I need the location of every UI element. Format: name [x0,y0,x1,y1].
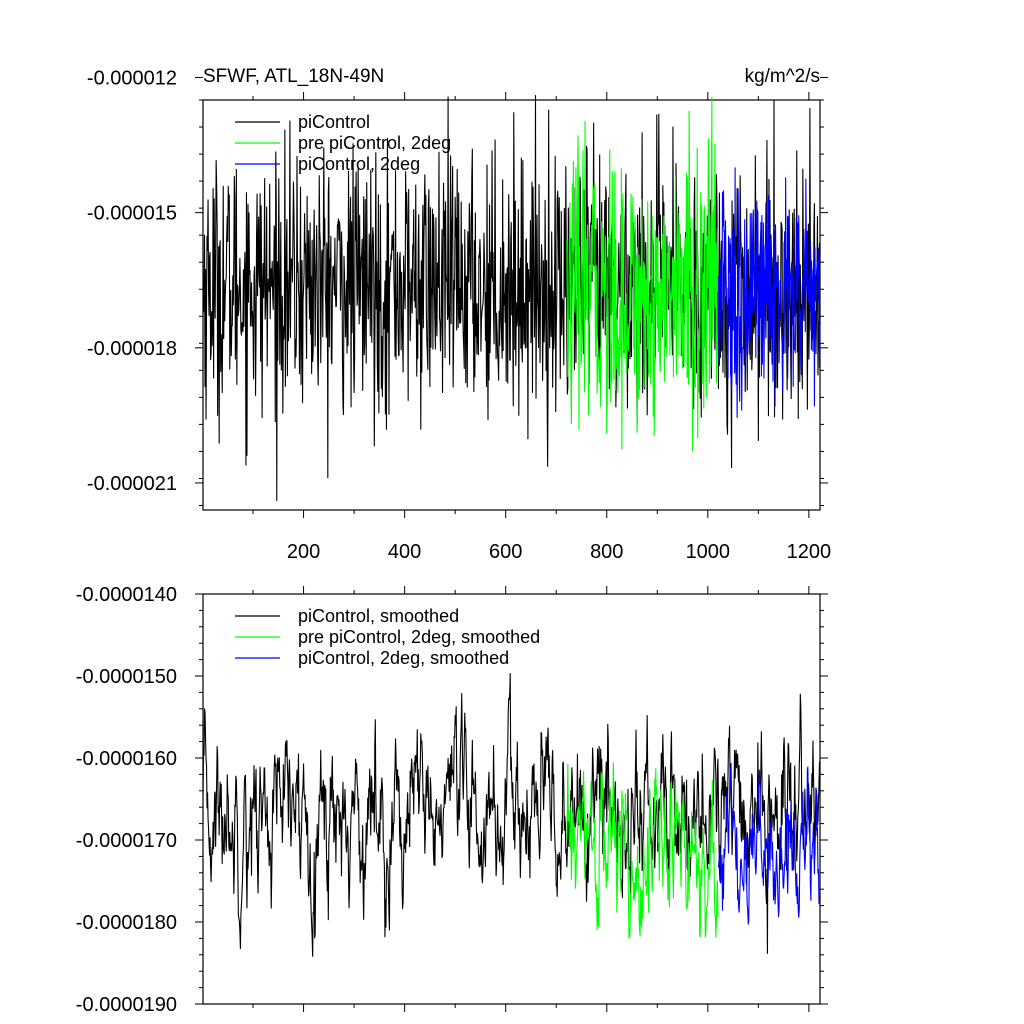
top-ticks: 200 400 600 800 1000 1200 -0.000012 -0.000015 -0… [87,67,831,563]
y-tick-label: -0.0000190 [76,994,177,1016]
legend-label: piControl, 2deg, smoothed [298,648,509,668]
x-tick-label: 1200 [787,541,832,563]
legend-label: piControl, 2deg [298,154,420,174]
top-series-group [202,94,821,502]
top-plot-units: kg/m^2/s [745,66,820,87]
y-tick-label: -0.0000140 [76,584,177,606]
x-tick-label: 1000 [686,541,731,563]
y-tick-label: -0.0000160 [76,748,177,770]
bottom-ticks: -0.0000140 -0.0000150 -0.0000160 -0.0000170… [76,584,828,1016]
y-tick-label: -0.000012 [87,67,177,89]
series-line-bottom-0 [202,672,821,957]
y-tick-label: -0.000015 [87,203,177,225]
top-plot: 200 400 600 800 1000 1200 -0.000012 -0.000015 -0… [87,66,831,563]
series-line-bottom-1 [566,762,719,939]
x-tick-label: 400 [388,541,421,563]
legend-label: pre piControl, 2deg [298,133,451,153]
y-tick-label: -0.000021 [87,473,177,495]
series-line-bottom-2 [717,762,821,925]
y-tick-label: -0.0000180 [76,912,177,934]
y-tick-label: -0.000018 [87,338,177,360]
top-plot-title: SFWF, ATL_18N-49N [203,66,384,87]
legend-label: piControl, smoothed [298,606,459,626]
legend-label: pre piControl, 2deg, smoothed [298,627,540,647]
x-tick-label: 200 [287,541,320,563]
y-tick-label: -0.0000170 [76,830,177,852]
legend-label: piControl [298,112,370,132]
x-tick-label: 600 [489,541,522,563]
series-line-top-0 [202,94,821,502]
y-tick-label: -0.0000150 [76,666,177,688]
series-line-top-1 [566,96,719,452]
bottom-series-group [202,672,821,957]
x-tick-label: 800 [590,541,623,563]
series-line-top-2 [717,167,821,418]
bottom-plot: -0.0000140 -0.0000150 -0.0000160 -0.0000170… [76,584,828,1016]
